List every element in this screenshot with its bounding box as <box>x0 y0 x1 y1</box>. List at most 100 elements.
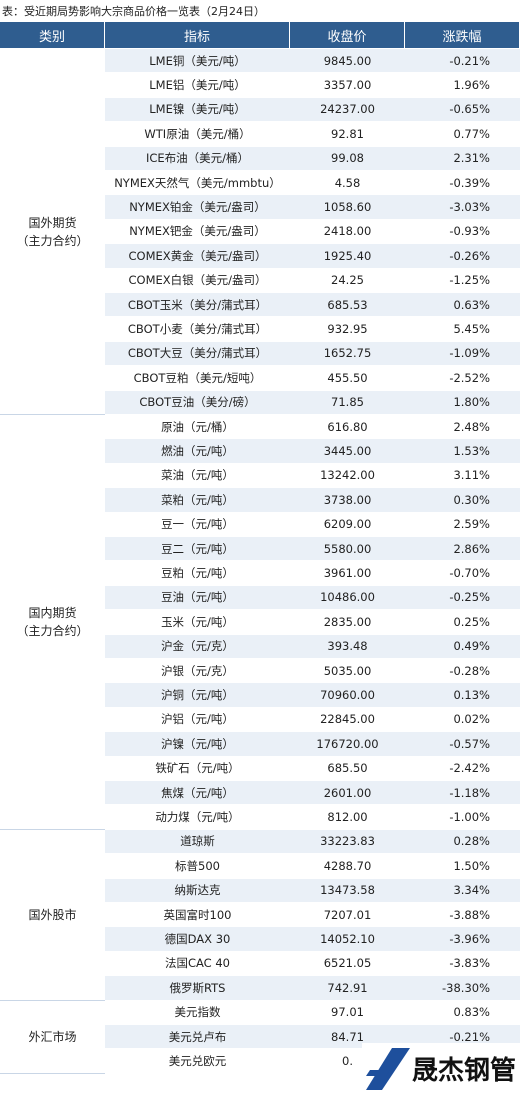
header-cell: 涨跌幅 <box>405 22 520 48</box>
change: -1.09% <box>405 341 520 367</box>
close-price: 71.85 <box>290 390 405 415</box>
indicator: 美元指数 <box>105 1000 290 1025</box>
change: 0.83% <box>405 1000 520 1025</box>
close-price: 5580.00 <box>290 537 405 562</box>
change: -1.00% <box>405 805 520 830</box>
category-cell: 国外期货 （主力合约） <box>0 49 105 415</box>
close-price: 4.58 <box>290 171 405 196</box>
close-price: 2418.00 <box>290 219 405 245</box>
indicator: 沪银（元/克） <box>105 659 290 684</box>
close-price: 13242.00 <box>290 463 405 489</box>
close-price: 6209.00 <box>290 512 405 537</box>
close-price: 33223.83 <box>290 829 405 855</box>
header-cell: 指标 <box>105 22 290 48</box>
category-label: 国内期货 <box>28 605 77 620</box>
indicator: 沪金（元/克） <box>105 634 290 659</box>
change: 5.45% <box>405 317 520 342</box>
indicator: 焦煤（元/吨） <box>105 781 290 806</box>
change: 3.11% <box>405 463 520 489</box>
indicator: NYMEX天然气（美元/mmbtu） <box>105 171 290 196</box>
close-price: 14052.10 <box>290 927 405 952</box>
close-price: 1058.60 <box>290 195 405 220</box>
close-price: 742.91 <box>290 976 405 1001</box>
category-label: 国外期货 <box>28 215 77 230</box>
logo: 晟杰钢管 <box>362 1043 520 1093</box>
change: 1.96% <box>405 73 520 98</box>
close-price: 455.50 <box>290 366 405 391</box>
close-price: 3445.00 <box>290 439 405 464</box>
category-cell: 国外股市 <box>0 829 105 1001</box>
close-price: 176720.00 <box>290 732 405 757</box>
change: -2.42% <box>405 756 520 781</box>
indicator: 豆一（元/吨） <box>105 512 290 537</box>
change: -0.26% <box>405 244 520 269</box>
close-price: 685.53 <box>290 293 405 318</box>
indicator: 玉米（元/吨） <box>105 610 290 635</box>
change: 0.02% <box>405 707 520 733</box>
change: 1.50% <box>405 854 520 879</box>
category-cell: 国内期货 （主力合约） <box>0 415 105 830</box>
indicator: LME镍（美元/吨） <box>105 97 290 123</box>
close-price: 1652.75 <box>290 341 405 367</box>
close-price: 97.01 <box>290 1000 405 1025</box>
indicator: CBOT豆油（美分/磅） <box>105 390 290 415</box>
close-price: 3738.00 <box>290 488 405 513</box>
category-label: 外汇市场 <box>28 1029 77 1044</box>
close-price: 99.08 <box>290 146 405 171</box>
close-price: 84.71 <box>290 1025 405 1050</box>
change: 2.86% <box>405 537 520 562</box>
indicator: 沪镍（元/吨） <box>105 732 290 757</box>
indicator: 豆油（元/吨） <box>105 585 290 611</box>
change: 0.13% <box>405 683 520 708</box>
indicator: COMEX黄金（美元/盎司） <box>105 244 290 269</box>
logo-icon <box>366 1048 410 1090</box>
change: -0.65% <box>405 97 520 123</box>
category-label: （主力合约） <box>16 233 89 248</box>
indicator: 原油（元/桶） <box>105 415 290 440</box>
indicator: 纳斯达克 <box>105 878 290 903</box>
change: 3.34% <box>405 878 520 903</box>
close-price: 5035.00 <box>290 659 405 684</box>
indicator: 燃油（元/吨） <box>105 439 290 464</box>
change: -0.21% <box>405 49 520 74</box>
indicator: 菜粕（元/吨） <box>105 488 290 513</box>
indicator: 德国DAX 30 <box>105 927 290 952</box>
change: 2.59% <box>405 512 520 537</box>
indicator: 俄罗斯RTS <box>105 976 290 1001</box>
indicator: 豆粕（元/吨） <box>105 561 290 586</box>
header-cell: 类别 <box>0 22 105 48</box>
close-price: 24.25 <box>290 268 405 293</box>
indicator: LME铝（美元/吨） <box>105 73 290 98</box>
change: -3.83% <box>405 951 520 977</box>
change: -38.30% <box>405 976 520 1001</box>
change: -0.39% <box>405 171 520 196</box>
change: -0.28% <box>405 659 520 684</box>
change: -1.25% <box>405 268 520 293</box>
change: -0.70% <box>405 561 520 586</box>
close-price: 24237.00 <box>290 97 405 123</box>
change: 2.31% <box>405 146 520 171</box>
indicator: CBOT小麦（美分/蒲式耳） <box>105 317 290 342</box>
close-price: 3961.00 <box>290 561 405 586</box>
close-price: 70960.00 <box>290 683 405 708</box>
close-price: 13473.58 <box>290 878 405 903</box>
close-price: 2601.00 <box>290 781 405 806</box>
indicator: 英国富时100 <box>105 903 290 928</box>
change: 0.28% <box>405 829 520 855</box>
close-price: 6521.05 <box>290 951 405 977</box>
change: 0.30% <box>405 488 520 513</box>
indicator: 菜油（元/吨） <box>105 463 290 489</box>
close-price: 92.81 <box>290 122 405 147</box>
category-label: （主力合约） <box>16 623 89 638</box>
change: 2.48% <box>405 415 520 440</box>
change: -3.03% <box>405 195 520 220</box>
close-price: 2835.00 <box>290 610 405 635</box>
close-price: 9845.00 <box>290 49 405 74</box>
close-price: 10486.00 <box>290 585 405 611</box>
indicator: 铁矿石（元/吨） <box>105 756 290 781</box>
logo-text: 晟杰钢管 <box>412 1055 517 1086</box>
indicator: 道琼斯 <box>105 829 290 855</box>
indicator: CBOT豆粕（美元/短吨） <box>105 366 290 391</box>
indicator: 豆二（元/吨） <box>105 537 290 562</box>
